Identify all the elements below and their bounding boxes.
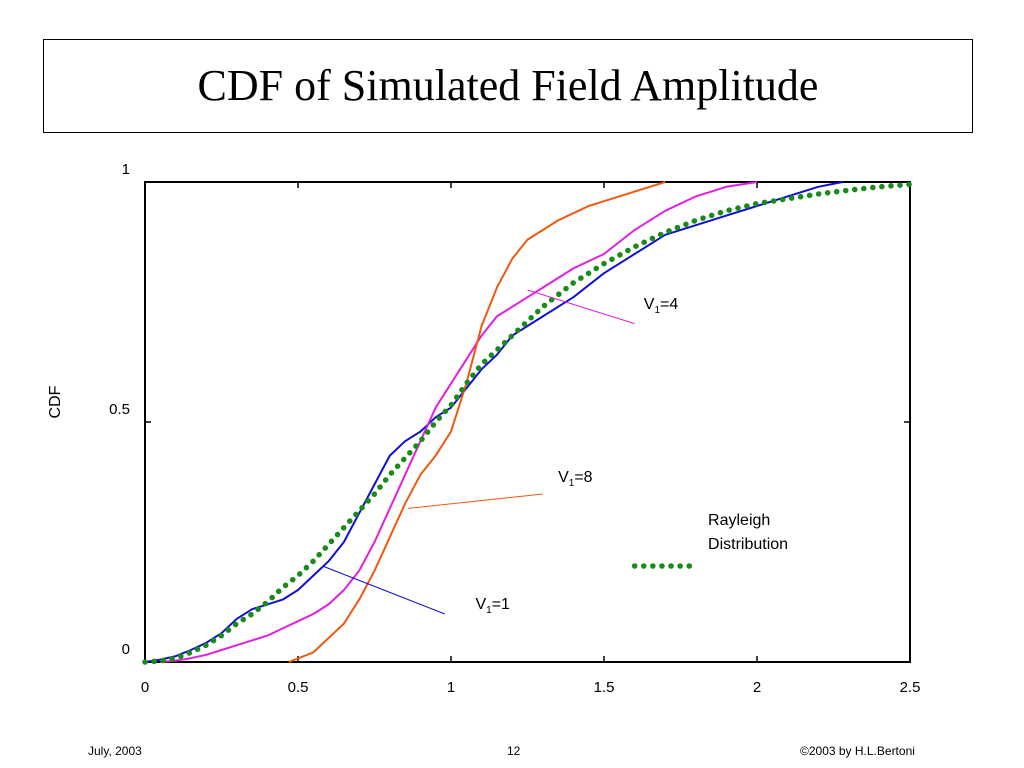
x-tick-label: 1 <box>447 679 455 696</box>
series-line-rayleigh-distribution <box>142 181 913 665</box>
annotation-label-v1-8: V1=8 <box>558 469 593 489</box>
footer-date: July, 2003 <box>88 744 142 758</box>
x-tick-label: 2.5 <box>900 679 921 696</box>
y-tick-label: 1 <box>122 161 130 178</box>
annotation-label-rayleigh-distribution-line1: Rayleigh <box>708 512 770 529</box>
annotation-label-v1-4: V1=4 <box>644 296 679 316</box>
x-tick-label: 0.5 <box>288 679 309 696</box>
slide-title-box: CDF of Simulated Field Amplitude <box>43 39 973 133</box>
annotation-leader-v1-1 <box>322 565 446 615</box>
footer-page-number: 12 <box>507 744 521 758</box>
plot-frame <box>144 181 911 663</box>
annotation-label-v1-1: V1=1 <box>475 596 510 616</box>
series-line-v1-8 <box>288 181 666 663</box>
annotation-leader-v1-4 <box>527 289 635 325</box>
x-tick-label: 0 <box>141 679 149 696</box>
annotation-leader-v1-8 <box>408 493 543 509</box>
series-line-v1-1 <box>144 181 843 663</box>
annotation-label-rayleigh-distribution-line2: Distribution <box>708 536 788 553</box>
y-axis-label: CDF <box>47 385 64 418</box>
y-tick-label: 0.5 <box>109 401 130 418</box>
y-tick-label: 0 <box>122 641 130 658</box>
x-tick-label: 1.5 <box>594 679 615 696</box>
footer-copyright: ©2003 by H.L.Bertoni <box>800 744 915 758</box>
x-tick-label: 2 <box>753 679 761 696</box>
series-line-v1-4 <box>160 181 758 663</box>
slide-title: CDF of Simulated Field Amplitude <box>197 61 819 110</box>
